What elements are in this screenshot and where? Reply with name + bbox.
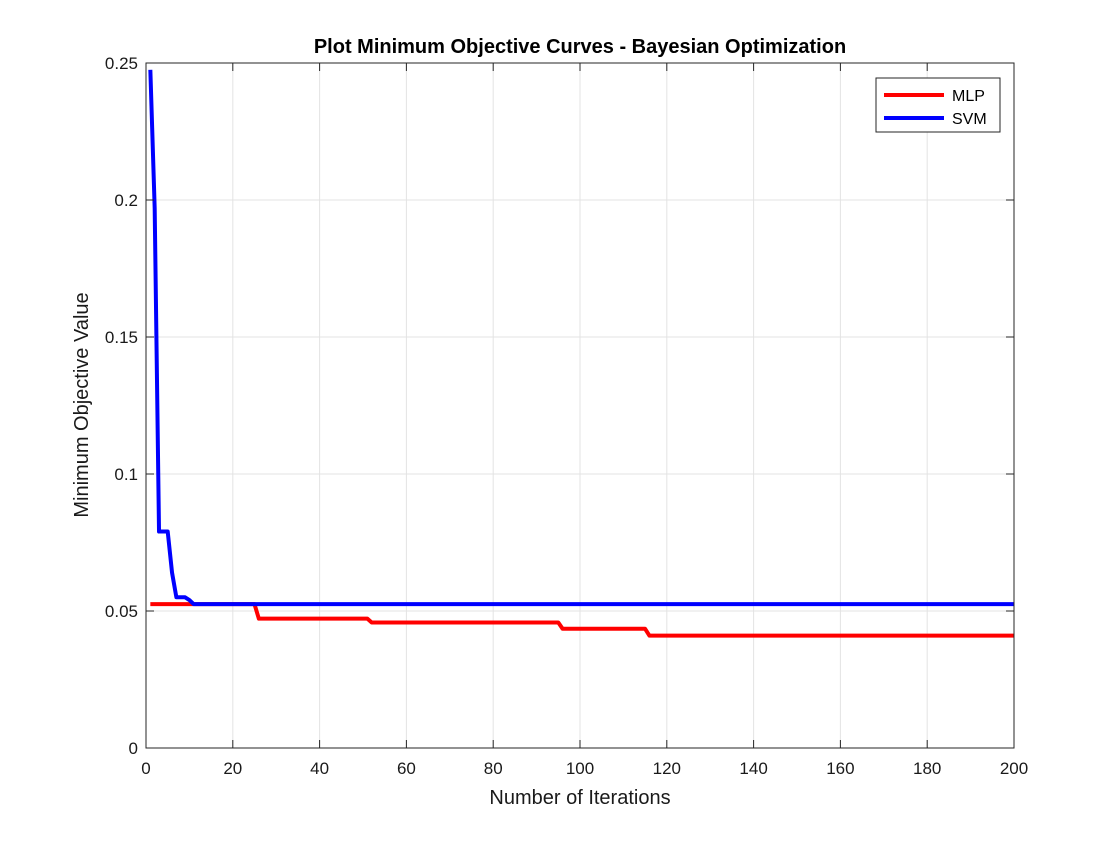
- x-tick-label: 20: [223, 759, 242, 778]
- legend-label-svm: SVM: [952, 111, 987, 128]
- x-tick-label: 120: [653, 759, 681, 778]
- legend-label-mlp: MLP: [952, 88, 985, 105]
- x-tick-label: 80: [484, 759, 503, 778]
- chart-title: Plot Minimum Objective Curves - Bayesian…: [314, 36, 846, 58]
- x-tick-label: 0: [141, 759, 150, 778]
- y-tick-label: 0: [129, 739, 138, 758]
- x-tick-label: 40: [310, 759, 329, 778]
- x-tick-label: 160: [826, 759, 854, 778]
- series-layer: [148, 69, 1014, 638]
- tick-labels: 0 20 40 60 80 100 120 140 160 180 200 0 0.05 0.1 0.15 0…: [105, 54, 1028, 778]
- x-tick-label: 60: [397, 759, 416, 778]
- x-tick-label: 180: [913, 759, 941, 778]
- series-line-svm: [148, 69, 1014, 607]
- y-tick-label: 0.05: [105, 602, 138, 621]
- ticks: [145, 62, 1015, 749]
- y-tick-label: 0.25: [105, 54, 138, 73]
- x-tick-label: 200: [1000, 759, 1028, 778]
- legend: MLP SVM: [875, 77, 1001, 133]
- series-line-mlp: [150, 602, 1014, 638]
- y-tick-label: 0.1: [114, 465, 138, 484]
- legend-box: [875, 77, 1001, 133]
- y-tick-label: 0.2: [114, 191, 138, 210]
- x-axis-label: Number of Iterations: [489, 787, 670, 809]
- y-tick-label: 0.15: [105, 328, 138, 347]
- x-tick-label: 100: [566, 759, 594, 778]
- x-tick-label: 140: [739, 759, 767, 778]
- y-axis-label: Minimum Objective Value: [71, 292, 93, 517]
